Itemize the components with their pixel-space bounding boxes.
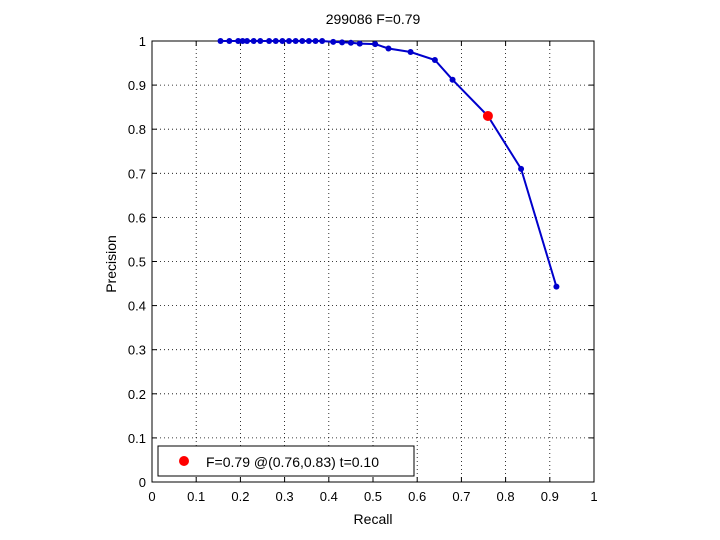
legend-marker [179, 456, 189, 466]
x-tick-label: 0.5 [364, 489, 382, 504]
x-tick-label: 1 [590, 489, 597, 504]
legend: F=0.79 @(0.76,0.83) t=0.10 [157, 445, 415, 477]
x-tick-label: 0.7 [452, 489, 470, 504]
pr-curve-point [553, 283, 560, 290]
grid [152, 41, 594, 482]
y-tick-label: 0.6 [128, 210, 146, 225]
chart-title: 299086 F=0.79 [326, 11, 421, 27]
legend-box [157, 445, 415, 477]
pr-curve-point [250, 38, 257, 44]
pr-curve-point [257, 38, 264, 44]
y-tick-label: 0.8 [128, 122, 146, 137]
pr-curve-point [407, 49, 414, 56]
pr-curve-point [431, 56, 438, 63]
pr-curve-point [266, 38, 273, 44]
y-tick-label: 0.4 [128, 299, 146, 314]
x-tick-label: 0.4 [320, 489, 338, 504]
pr-curve-point [217, 38, 224, 44]
x-tick-label: 0.8 [497, 489, 515, 504]
y-tick-label: 0.5 [128, 255, 146, 270]
y-tick-label: 0.2 [128, 387, 146, 402]
pr-curve-point [339, 39, 346, 46]
best-f-point [482, 110, 493, 121]
pr-curve-point [356, 40, 363, 47]
pr-curve-point [239, 38, 246, 44]
y-tick-label: 0 [139, 475, 146, 490]
pr-curve-point [372, 41, 379, 48]
pr-curve-point [385, 45, 392, 52]
y-tick-label: 1 [139, 34, 146, 49]
x-axis-label: Recall [354, 511, 393, 527]
y-tick-label: 0.1 [128, 431, 146, 446]
axis-ticks: 0 0.1 0.2 0.3 0.4 0.5 0.6 0.7 0.8 0.9 1 0 0.1 0.2 0.3 0… [128, 34, 598, 504]
pr-curve-point [226, 38, 233, 44]
x-tick-label: 0.3 [276, 489, 294, 504]
pr-curve-point [235, 38, 242, 44]
pr-curve-point [279, 38, 286, 44]
y-tick-label: 0.9 [128, 78, 146, 93]
pr-curve-point [319, 38, 326, 44]
x-tick-label: 0.9 [541, 489, 559, 504]
pr-curve-point [347, 39, 354, 46]
pr-curve-point [272, 38, 279, 44]
pr-curve-point [299, 38, 306, 44]
x-tick-label: 0.2 [231, 489, 249, 504]
pr-curve-line [220, 40, 558, 287]
pr-curve-point [244, 38, 251, 44]
pr-curve-point [292, 38, 299, 44]
pr-curve-point [449, 76, 456, 83]
legend-text: F=0.79 @(0.76,0.83) t=0.10 [206, 454, 379, 470]
pr-curve-point [305, 38, 312, 44]
pr-curve-point [286, 38, 293, 44]
pr-curve-point [330, 38, 337, 45]
y-tick-label: 0.7 [128, 166, 146, 181]
pr-curve-point [312, 38, 319, 44]
series-layer [217, 38, 560, 290]
x-tick-label: 0.1 [187, 489, 205, 504]
y-tick-label: 0.3 [128, 343, 146, 358]
x-tick-label: 0 [148, 489, 155, 504]
y-axis-label: Precision [103, 235, 119, 293]
x-tick-label: 0.6 [408, 489, 426, 504]
pr-curve-point [518, 165, 525, 172]
